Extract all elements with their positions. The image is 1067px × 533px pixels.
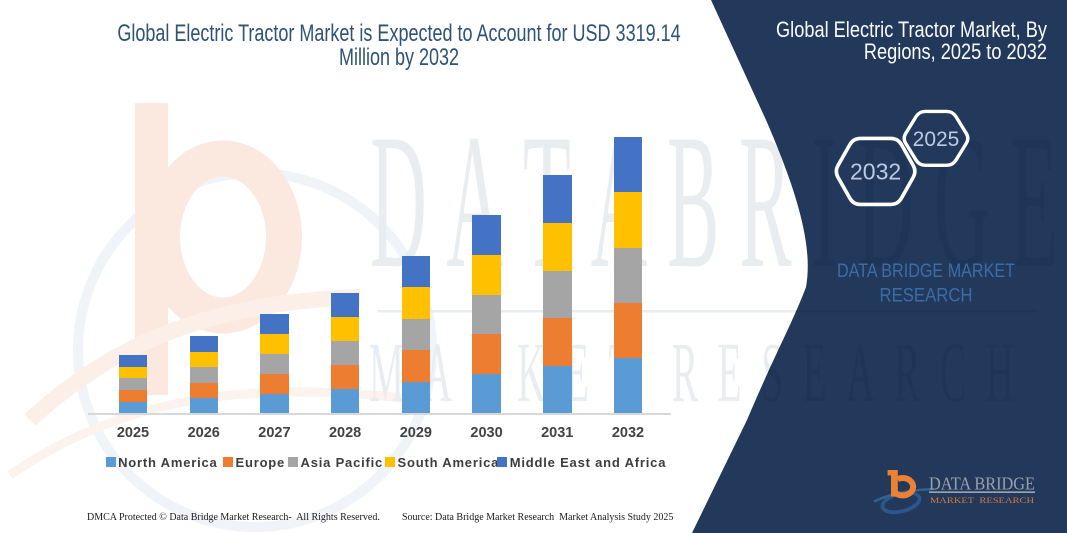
svg-text:2032: 2032 [850,159,901,185]
svg-text:RESEARCH: RESEARCH [880,286,973,307]
svg-text:DATA BRIDGE MARKET: DATA BRIDGE MARKET [837,261,1015,282]
svg-text:DATA BRIDGE: DATA BRIDGE [929,474,1035,494]
svg-text:MARKET RESEARCH: MARKET RESEARCH [930,496,1034,505]
svg-text:2025: 2025 [913,128,960,151]
